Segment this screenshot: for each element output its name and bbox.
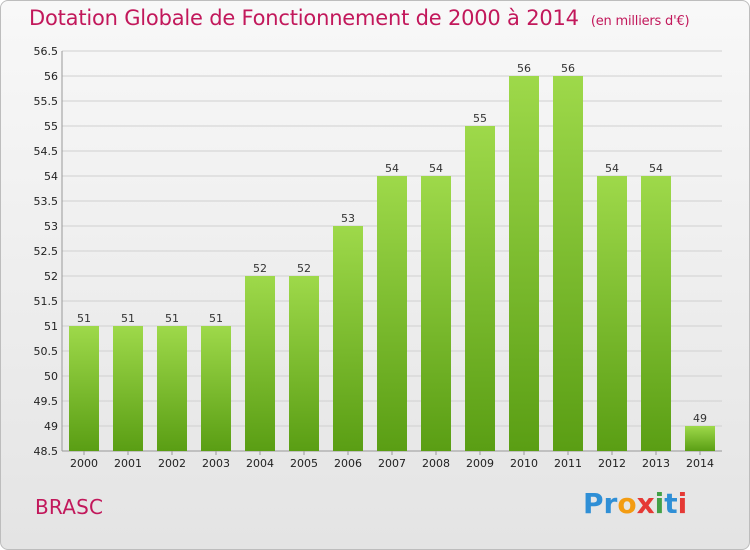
y-tick-labels: 48.5 49 49.5 50 50.5 51 51.5 52 52.5 53 53.5 54 54.5… [34, 45, 59, 458]
x-tick-label: 2014 [686, 457, 714, 470]
y-tick-label: 53 [44, 220, 58, 233]
x-tick-label: 2013 [642, 457, 670, 470]
data-label: 51 [77, 312, 91, 325]
logo-letter: i [654, 487, 665, 520]
y-tick-label: 55 [44, 120, 58, 133]
bar [333, 226, 363, 451]
x-tick-label: 2004 [246, 457, 274, 470]
chart-title-text: Dotation Globale de Fonctionnement de 20… [29, 6, 579, 30]
bar [113, 326, 143, 451]
bar [597, 176, 627, 451]
bar [641, 176, 671, 451]
chart-subtitle: (en milliers d'€) [590, 14, 690, 29]
data-label: 53 [341, 212, 355, 225]
bar [245, 276, 275, 451]
data-label: 54 [605, 162, 619, 175]
bar [685, 426, 715, 451]
data-label: 49 [693, 412, 707, 425]
logo-letter: i [677, 487, 688, 520]
bar [201, 326, 231, 451]
data-label: 54 [649, 162, 663, 175]
y-tick-label: 50.5 [34, 345, 59, 358]
x-tick-label: 2008 [422, 457, 450, 470]
bar [377, 176, 407, 451]
x-tick-label: 2009 [466, 457, 494, 470]
data-label: 55 [473, 112, 487, 125]
logo-letter: P [583, 487, 604, 520]
data-label: 51 [121, 312, 135, 325]
x-tick-label: 2005 [290, 457, 318, 470]
logo-letter: x [636, 487, 655, 520]
commune-name: BRASC [35, 495, 104, 519]
x-tick-label: 2006 [334, 457, 362, 470]
x-tick-label: 2003 [202, 457, 230, 470]
bar [465, 126, 495, 451]
x-tick-label: 2011 [554, 457, 582, 470]
x-tick-label: 2012 [598, 457, 626, 470]
data-label: 52 [253, 262, 267, 275]
y-tick-label: 51 [44, 320, 58, 333]
y-tick-label: 56 [44, 70, 58, 83]
bar [69, 326, 99, 451]
data-label: 52 [297, 262, 311, 275]
data-label: 56 [561, 62, 575, 75]
logo-letter: o [617, 487, 637, 520]
bar [289, 276, 319, 451]
bar [421, 176, 451, 451]
y-tick-label: 52 [44, 270, 58, 283]
data-label: 54 [385, 162, 399, 175]
logo-letter: t [664, 487, 678, 520]
y-tick-label: 53.5 [34, 195, 59, 208]
y-tick-label: 52.5 [34, 245, 59, 258]
data-label: 51 [165, 312, 179, 325]
y-tick-label: 49 [44, 420, 58, 433]
x-tick-label: 2001 [114, 457, 142, 470]
data-label: 56 [517, 62, 531, 75]
y-tick-label: 50 [44, 370, 58, 383]
y-tick-label: 56.5 [34, 45, 59, 58]
logo-letter: r [603, 487, 618, 520]
y-tick-label: 48.5 [34, 445, 59, 458]
chart-title: Dotation Globale de Fonctionnement de 20… [29, 6, 690, 30]
bar [157, 326, 187, 451]
bar [509, 76, 539, 451]
x-tick-label: 2007 [378, 457, 406, 470]
bars [69, 76, 715, 451]
y-tick-label: 54.5 [34, 145, 59, 158]
data-labels: 51 51 51 51 52 52 53 54 54 55 56 56 54 54 49 [77, 62, 707, 425]
x-tick-label: 2002 [158, 457, 186, 470]
y-tick-label: 55.5 [34, 95, 59, 108]
x-tick-label: 2010 [510, 457, 538, 470]
y-tick-label: 51.5 [34, 295, 59, 308]
y-tick-label: 54 [44, 170, 58, 183]
proxiti-logo: Proxiti [583, 487, 687, 520]
bar [553, 76, 583, 451]
data-label: 51 [209, 312, 223, 325]
x-tick-label: 2000 [70, 457, 98, 470]
y-tick-label: 49.5 [34, 395, 59, 408]
x-tick-labels: 2000 2001 2002 2003 2004 2005 2006 2007 2008 2009… [70, 457, 714, 470]
data-label: 54 [429, 162, 443, 175]
